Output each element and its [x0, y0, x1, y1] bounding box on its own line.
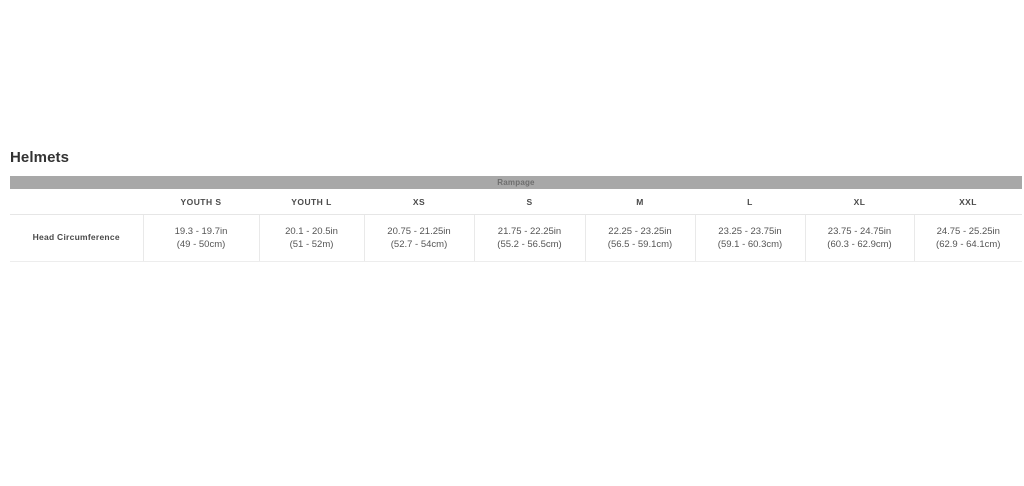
- value-centimeters: (55.2 - 56.5cm): [497, 239, 562, 250]
- value-centimeters: (59.1 - 60.3cm): [717, 239, 783, 250]
- size-chart-table: Rampage YOUTH S YOUTH L XS S M L XL XXL …: [10, 176, 1023, 262]
- measurement-cell-xxl: 24.75 - 25.25in (62.9 - 64.1cm): [913, 214, 1023, 262]
- value-inches: 23.25 - 23.75in: [718, 225, 782, 237]
- measurement-cell-xl: 23.75 - 24.75in (60.3 - 62.9cm): [804, 214, 914, 262]
- size-header-xs: XS: [364, 189, 474, 215]
- measurement-cell-m: 22.25 - 23.25in (56.5 - 59.1cm): [584, 214, 695, 262]
- value-centimeters: (49 - 50cm): [176, 239, 226, 250]
- measurement-cell-xs: 20.75 - 21.25in (52.7 - 54cm): [363, 214, 474, 262]
- product-group-band: Rampage: [10, 176, 1023, 189]
- value-inches: 19.3 - 19.7in: [174, 225, 228, 237]
- size-header-l: L: [695, 189, 805, 215]
- value-inches: 21.75 - 22.25in: [497, 225, 562, 237]
- page-title: Helmets: [10, 149, 70, 166]
- measurement-cell-youth-l: 20.1 - 20.5in (51 - 52m): [258, 214, 364, 262]
- value-inches: 20.75 - 21.25in: [387, 225, 451, 237]
- size-header-row: YOUTH S YOUTH L XS S M L XL XXL: [10, 189, 1023, 215]
- size-header-youth-s: YOUTH S: [143, 189, 259, 215]
- value-centimeters: (56.5 - 59.1cm): [607, 239, 673, 250]
- value-inches: 23.75 - 24.75in: [827, 225, 892, 237]
- measurement-column-header: [10, 189, 143, 215]
- size-header-s: S: [474, 189, 585, 215]
- size-header-m: M: [585, 189, 695, 215]
- value-centimeters: (60.3 - 62.9cm): [827, 239, 892, 250]
- measurement-cell-s: 21.75 - 22.25in (55.2 - 56.5cm): [473, 214, 585, 262]
- size-header-xl: XL: [805, 189, 914, 215]
- value-centimeters: (52.7 - 54cm): [390, 239, 448, 250]
- value-centimeters: (51 - 52m): [289, 239, 334, 250]
- value-inches: 20.1 - 20.5in: [285, 225, 338, 237]
- size-header-youth-l: YOUTH L: [259, 189, 364, 215]
- value-inches: 24.75 - 25.25in: [936, 225, 1000, 237]
- measurement-cell-l: 23.25 - 23.75in (59.1 - 60.3cm): [694, 214, 805, 262]
- measurement-label: Head Circumference: [10, 214, 143, 262]
- measurement-cell-youth-s: 19.3 - 19.7in (49 - 50cm): [142, 214, 259, 262]
- value-centimeters: (62.9 - 64.1cm): [936, 239, 1001, 250]
- size-header-xxl: XXL: [914, 189, 1023, 215]
- product-group-label: Rampage: [10, 176, 1023, 189]
- value-inches: 22.25 - 23.25in: [608, 225, 672, 237]
- table-row: Head Circumference 19.3 - 19.7in (49 - 5…: [10, 214, 1023, 262]
